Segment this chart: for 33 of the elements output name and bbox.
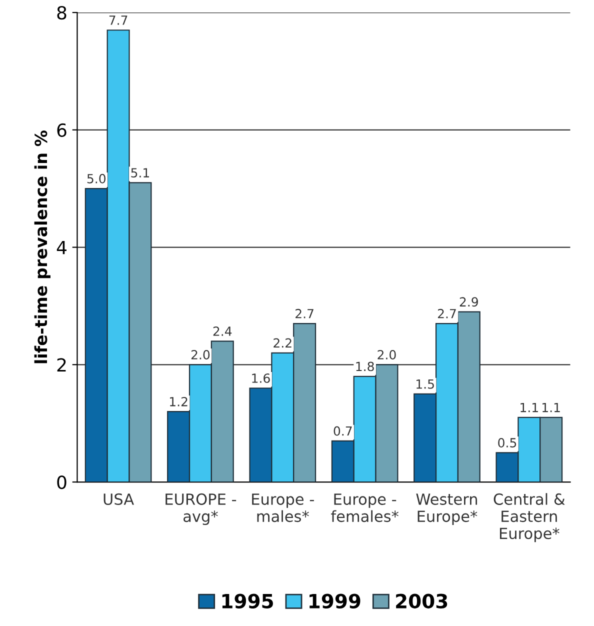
data-label: 1.2 (170, 396, 188, 406)
data-label: 2.9 (460, 297, 478, 307)
data-label: 0.7 (334, 426, 352, 436)
data-label: 2.0 (191, 350, 210, 360)
data-label: 2.0 (378, 350, 396, 360)
data-label: 1.8 (356, 362, 374, 372)
x-tick-label: EUROPE - avg* (166, 493, 236, 526)
data-label: 7.7 (109, 16, 128, 25)
data-label: 1.1 (520, 402, 538, 412)
data-label: 0.5 (498, 438, 516, 448)
data-label: 2.4 (213, 326, 232, 336)
data-label: 2.7 (296, 308, 314, 318)
y-tick-label: 2 (57, 358, 66, 372)
data-label: 5.0 (87, 174, 106, 184)
y-tick-label: 0 (57, 475, 66, 490)
data-label: 2.7 (438, 308, 456, 318)
x-tick-label: Western Europe* (416, 494, 478, 526)
data-label: 2.2 (274, 338, 292, 348)
x-tick-label: USA (104, 493, 134, 505)
y-tick-label: 8 (57, 6, 66, 20)
data-label: 1.5 (416, 380, 434, 389)
y-tick-label: 4 (56, 240, 66, 254)
data-label: 1.6 (252, 373, 270, 383)
legend-label: 1995 (222, 594, 273, 608)
legend-label: 1999 (310, 594, 360, 608)
x-tick-label: Europe - females* (331, 494, 398, 522)
y-tick-label: 6 (57, 123, 66, 138)
x-tick-label: Central & Eastern Europe* (494, 493, 565, 542)
data-label: 5.1 (131, 168, 150, 178)
data-label: 1.1 (542, 402, 560, 412)
legend-label: 2003 (396, 594, 448, 608)
x-tick-label: Europe - males* (252, 494, 314, 522)
y-axis-title: life-time prevalence in % (34, 130, 50, 364)
